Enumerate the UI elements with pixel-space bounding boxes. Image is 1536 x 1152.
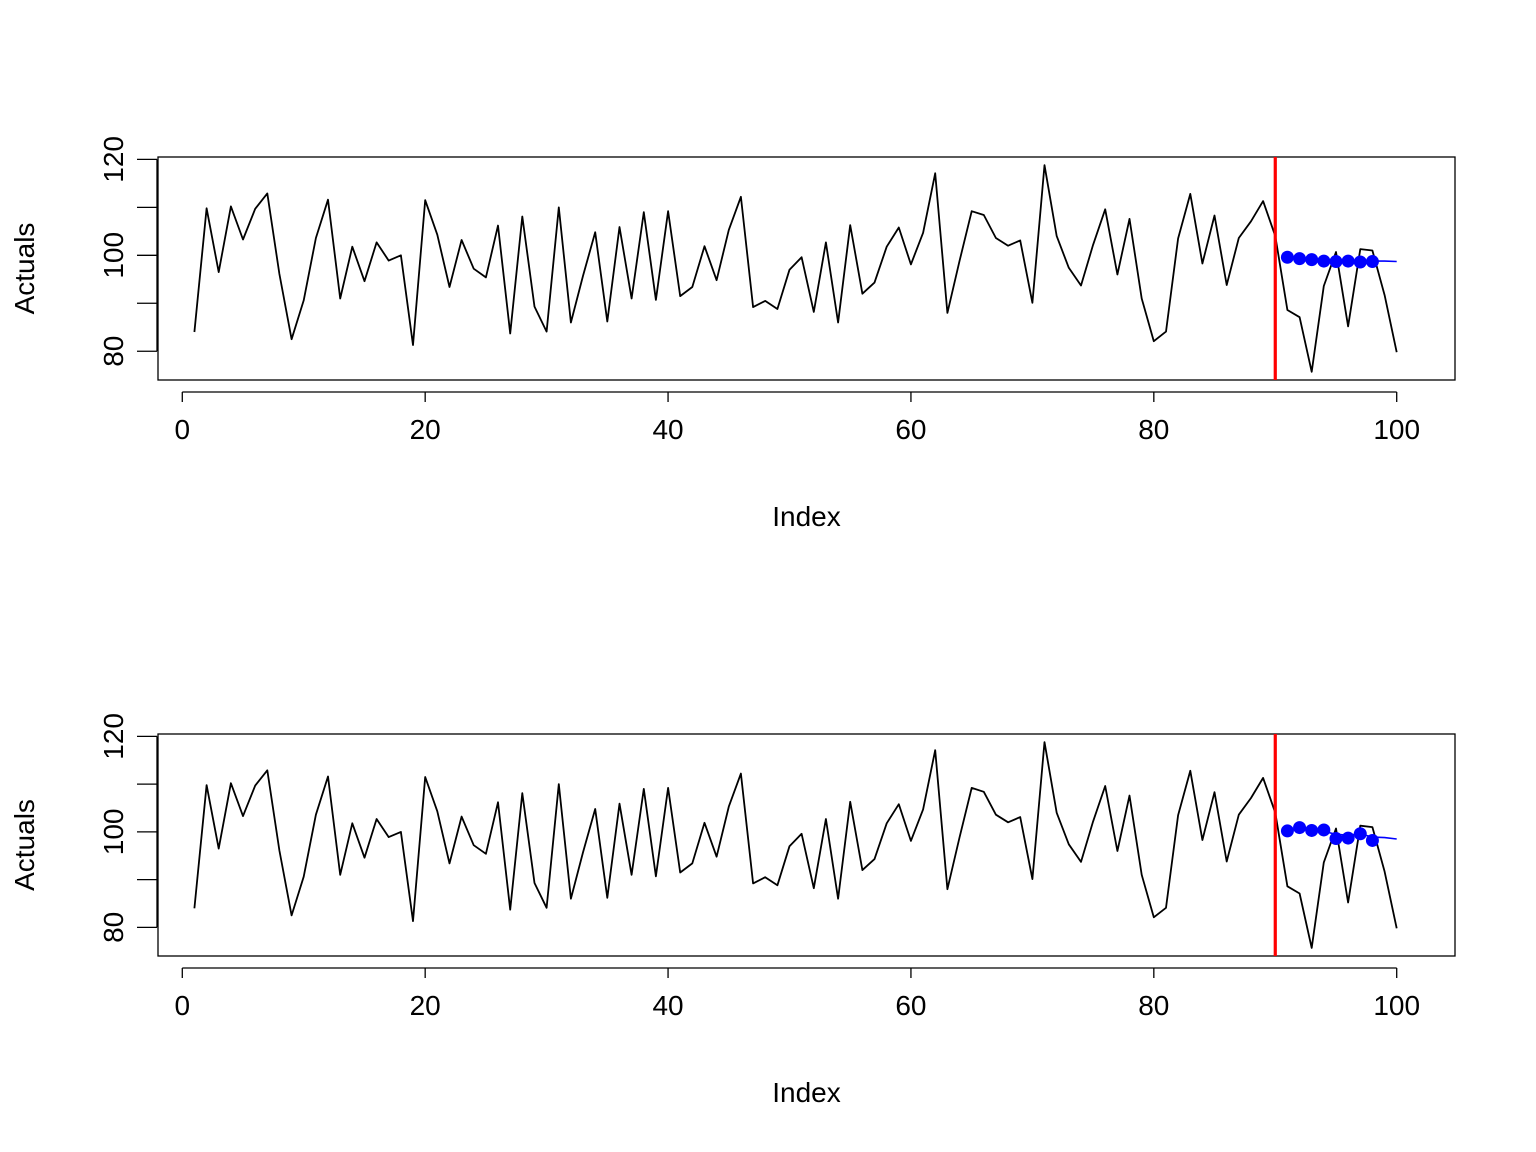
forecast-point [1280, 250, 1294, 264]
forecast-point [1280, 824, 1294, 838]
forecast-point [1317, 823, 1331, 837]
chart-panel: 0 20 40 60 80 100 80 100 120 Index Actuals [9, 713, 1456, 1108]
chart-panel: 0 20 40 60 80 100 80 100 120 Index Actuals [9, 136, 1456, 532]
x-tick-label: 40 [652, 414, 683, 445]
forecast-point [1365, 833, 1379, 847]
forecast-point [1353, 827, 1367, 841]
x-tick-label: 100 [1373, 990, 1420, 1021]
y-axis-title: Actuals [9, 223, 40, 315]
x-tick-label: 0 [174, 414, 190, 445]
x-axis-title: Index [772, 1077, 841, 1108]
forecast-point [1365, 255, 1379, 269]
y-tick-label: 120 [98, 713, 129, 760]
forecast-point [1353, 255, 1367, 269]
forecast-point [1317, 254, 1331, 268]
y-tick-label: 80 [98, 912, 129, 943]
x-tick-label: 60 [895, 990, 926, 1021]
x-tick-label: 100 [1373, 414, 1420, 445]
actuals-line [193, 164, 1398, 373]
x-tick-label: 20 [410, 414, 441, 445]
x-axis-title: Index [772, 501, 841, 532]
y-tick-label: 80 [98, 336, 129, 367]
plot-frame [157, 733, 1456, 957]
forecast-point [1305, 823, 1319, 837]
y-tick-label: 100 [98, 232, 129, 279]
x-tick-label: 80 [1138, 990, 1169, 1021]
x-tick-label: 80 [1138, 414, 1169, 445]
x-tick-label: 60 [895, 414, 926, 445]
y-tick-label: 120 [98, 136, 129, 183]
forecast-point [1329, 832, 1343, 846]
x-tick-label: 40 [652, 990, 683, 1021]
actuals-line [193, 741, 1398, 949]
x-tick-label: 0 [174, 990, 190, 1021]
forecast-point [1293, 252, 1307, 266]
forecast-point [1341, 254, 1355, 268]
plot-frame [157, 156, 1456, 381]
forecast-point [1329, 255, 1343, 269]
y-tick-label: 100 [98, 809, 129, 856]
x-tick-label: 20 [410, 990, 441, 1021]
y-axis-title: Actuals [9, 799, 40, 891]
forecast-point [1293, 821, 1307, 835]
forecast-point [1341, 831, 1355, 845]
forecast-point [1305, 253, 1319, 267]
